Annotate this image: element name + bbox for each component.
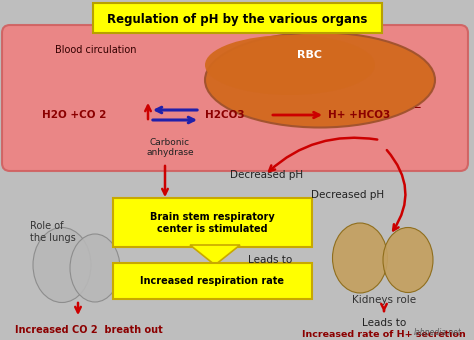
- Text: RBC: RBC: [298, 50, 322, 60]
- Text: H2O +CO 2: H2O +CO 2: [42, 110, 106, 120]
- FancyBboxPatch shape: [2, 25, 468, 171]
- Text: Regulation of pH by the various organs: Regulation of pH by the various organs: [107, 14, 367, 27]
- Text: labpedia.net: labpedia.net: [414, 328, 462, 337]
- FancyBboxPatch shape: [113, 198, 312, 247]
- Text: Carbonic
anhydrase: Carbonic anhydrase: [146, 138, 194, 157]
- FancyBboxPatch shape: [93, 3, 382, 33]
- Polygon shape: [190, 245, 240, 265]
- Text: Decreased pH: Decreased pH: [230, 170, 303, 180]
- Ellipse shape: [383, 227, 433, 292]
- Ellipse shape: [205, 35, 375, 95]
- Ellipse shape: [70, 234, 120, 302]
- Text: −: −: [413, 102, 420, 112]
- Ellipse shape: [33, 227, 91, 303]
- Text: Increased rate of H+ secretion
     in the urine: Increased rate of H+ secretion in the ur…: [302, 330, 466, 340]
- Text: H2CO3: H2CO3: [205, 110, 245, 120]
- Ellipse shape: [205, 33, 435, 128]
- Text: Leads to: Leads to: [362, 318, 406, 328]
- Text: Blood circulation: Blood circulation: [55, 45, 137, 55]
- Text: Kidneys role: Kidneys role: [352, 295, 416, 305]
- FancyBboxPatch shape: [113, 263, 312, 299]
- Ellipse shape: [332, 223, 388, 293]
- Text: Brain stem respiratory
center is stimulated: Brain stem respiratory center is stimula…: [150, 212, 274, 234]
- Text: Leads to: Leads to: [248, 255, 292, 265]
- Text: H+ +HCO3: H+ +HCO3: [328, 110, 390, 120]
- Text: Role of
the lungs: Role of the lungs: [30, 221, 76, 243]
- Text: Increased respiration rate: Increased respiration rate: [140, 276, 284, 286]
- Text: Increased CO 2  breath out: Increased CO 2 breath out: [15, 325, 163, 335]
- Text: Decreased pH: Decreased pH: [311, 190, 384, 200]
